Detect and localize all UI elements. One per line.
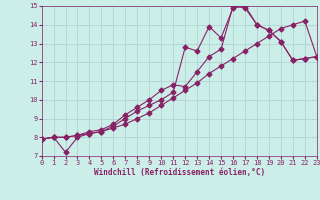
- X-axis label: Windchill (Refroidissement éolien,°C): Windchill (Refroidissement éolien,°C): [94, 168, 265, 177]
